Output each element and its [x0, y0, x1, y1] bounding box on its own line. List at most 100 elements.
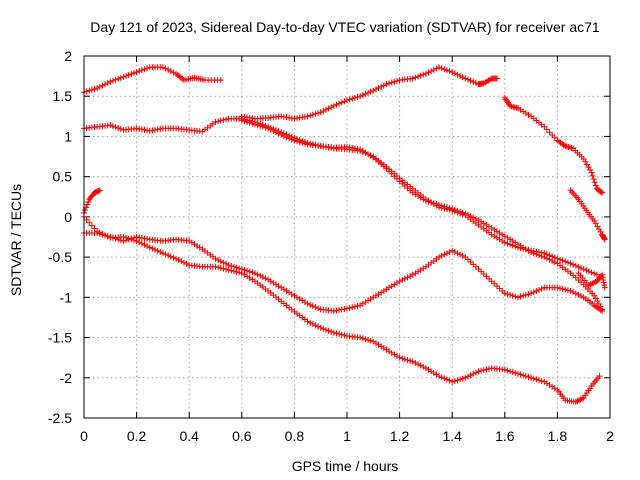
data-point [535, 377, 542, 384]
data-point [501, 239, 508, 246]
data-point [230, 268, 237, 275]
data-point [138, 67, 145, 74]
data-point [480, 367, 487, 374]
data-point [509, 369, 516, 376]
data-point [94, 85, 101, 92]
data-point [420, 71, 427, 78]
data-point [117, 126, 124, 133]
data-point [315, 323, 322, 330]
data-point [454, 71, 461, 78]
data-point [351, 303, 358, 310]
y-tick-label: 0.5 [53, 169, 73, 185]
data-point [399, 355, 406, 362]
data-point [533, 288, 540, 295]
data-point [522, 246, 529, 253]
data-point [128, 236, 135, 243]
data-point [120, 73, 127, 80]
data-point [580, 266, 587, 273]
data-point [409, 75, 416, 82]
chart-title: Day 121 of 2023, Sidereal Day-to-day VTE… [90, 19, 600, 35]
data-point [541, 250, 548, 257]
data-point [443, 206, 450, 213]
data-point [594, 298, 601, 305]
data-point [401, 275, 408, 282]
y-tick-label: 0 [64, 209, 72, 225]
data-point [501, 366, 508, 373]
data-point [535, 286, 542, 293]
data-point [246, 119, 253, 126]
data-point [296, 139, 303, 146]
y-axis-title: SDTVAR / TECUs [8, 184, 24, 296]
data-point [220, 117, 227, 124]
data-point [82, 207, 89, 214]
data-point [249, 120, 256, 127]
data-point [104, 233, 111, 240]
data-point [96, 229, 103, 236]
data-point [159, 64, 166, 71]
data-point [212, 255, 219, 262]
data-point [430, 66, 437, 73]
data-point [88, 86, 95, 93]
x-tick-label: 0.6 [232, 428, 252, 444]
data-point [507, 291, 514, 298]
data-point [159, 250, 166, 257]
data-point [486, 365, 493, 372]
data-point [582, 158, 589, 165]
data-point [470, 78, 477, 85]
data-point [451, 377, 458, 384]
data-point [165, 66, 172, 73]
x-tick-labels: 0 0.2 0.4 0.6 0.8 1 1.2 1.4 1.6 1.8 2 [80, 428, 614, 444]
data-point [588, 269, 595, 276]
data-point [459, 375, 466, 382]
data-point [567, 287, 574, 294]
data-point [528, 290, 535, 297]
data-point [251, 270, 258, 277]
data-point [530, 375, 537, 382]
data-point [102, 232, 109, 239]
data-point [525, 291, 532, 298]
data-point [354, 303, 361, 310]
data-point [344, 97, 350, 104]
data-point [265, 125, 272, 132]
data-point [362, 90, 369, 97]
data-point [483, 366, 490, 373]
data-point [533, 376, 540, 383]
x-tick-label: 1.8 [548, 428, 568, 444]
data-point [228, 267, 235, 274]
data-point [592, 182, 599, 189]
data-point [83, 216, 90, 223]
data-point [130, 237, 137, 244]
data-point [309, 321, 316, 328]
data-point [559, 257, 566, 264]
data-point [83, 88, 90, 95]
data-point [449, 207, 456, 214]
data-point [594, 223, 601, 230]
data-point [601, 236, 608, 243]
data-point [125, 235, 132, 242]
data-point [454, 250, 461, 257]
data-point [596, 373, 603, 380]
data-point [357, 93, 364, 100]
data-point [438, 204, 445, 211]
data-point [570, 289, 577, 296]
data-point [365, 336, 372, 343]
x-tick-label: 1.4 [442, 428, 462, 444]
data-point [443, 376, 450, 383]
data-point [600, 276, 607, 283]
data-point [549, 253, 556, 260]
data-point [599, 189, 606, 196]
y-tick-label: 1 [64, 128, 72, 144]
data-point [223, 116, 230, 123]
data-point [175, 257, 182, 264]
data-point [520, 245, 527, 252]
series-track-4 [238, 117, 600, 278]
data-point [278, 131, 285, 138]
data-point [341, 98, 348, 105]
y-tick-label: -1.5 [48, 330, 72, 346]
data-point [346, 304, 353, 311]
data-point [346, 96, 353, 103]
series-track-7 [81, 213, 603, 405]
data-point [165, 252, 172, 259]
data-point [328, 104, 335, 111]
data-point [115, 75, 122, 82]
